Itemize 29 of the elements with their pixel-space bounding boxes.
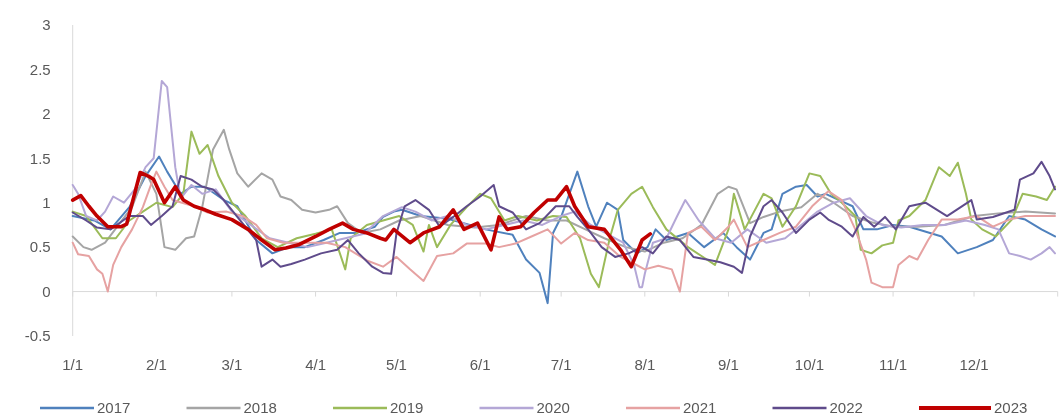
legend-label: 2023 <box>994 399 1028 417</box>
legend-label: 2017 <box>97 399 131 417</box>
y-tick-label: 0.5 <box>29 238 51 256</box>
x-tick-label: 8/1 <box>634 356 656 374</box>
x-tick-label: 3/1 <box>221 356 243 374</box>
x-tick-label: 12/1 <box>959 356 989 374</box>
y-tick-label: 3 <box>42 16 51 34</box>
x-tick-label: 7/1 <box>550 356 572 374</box>
y-tick-label: 1.5 <box>29 149 51 167</box>
legend-label: 2019 <box>390 399 424 417</box>
legend-label: 2018 <box>243 399 277 417</box>
x-tick-label: 1/1 <box>62 356 84 374</box>
legend-label: 2021 <box>683 399 717 417</box>
x-tick-label: 9/1 <box>718 356 739 374</box>
x-tick-label: 6/1 <box>469 356 491 374</box>
y-tick-label: -0.5 <box>24 327 51 345</box>
x-tick-label: 2/1 <box>145 356 167 374</box>
x-tick-label: 10/1 <box>794 356 825 374</box>
x-tick-label: 4/1 <box>305 356 327 374</box>
y-tick-label: 2 <box>42 105 51 123</box>
y-tick-label: 1 <box>42 193 51 211</box>
legend-label: 2022 <box>829 399 863 417</box>
y-tick-label: 0 <box>42 282 51 300</box>
line-series <box>70 170 653 269</box>
x-tick-label: 5/1 <box>386 356 407 374</box>
line-series <box>71 79 1056 289</box>
y-tick-label: 2.5 <box>29 60 51 78</box>
x-tick-label: 11/1 <box>879 356 908 374</box>
legend-label: 2020 <box>536 399 570 417</box>
